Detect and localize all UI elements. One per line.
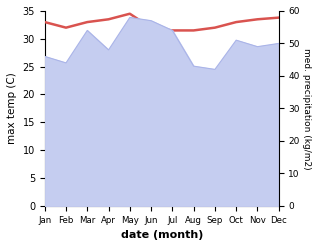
Y-axis label: max temp (C): max temp (C) xyxy=(7,72,17,144)
X-axis label: date (month): date (month) xyxy=(121,230,203,240)
Y-axis label: med. precipitation (kg/m2): med. precipitation (kg/m2) xyxy=(302,48,311,169)
